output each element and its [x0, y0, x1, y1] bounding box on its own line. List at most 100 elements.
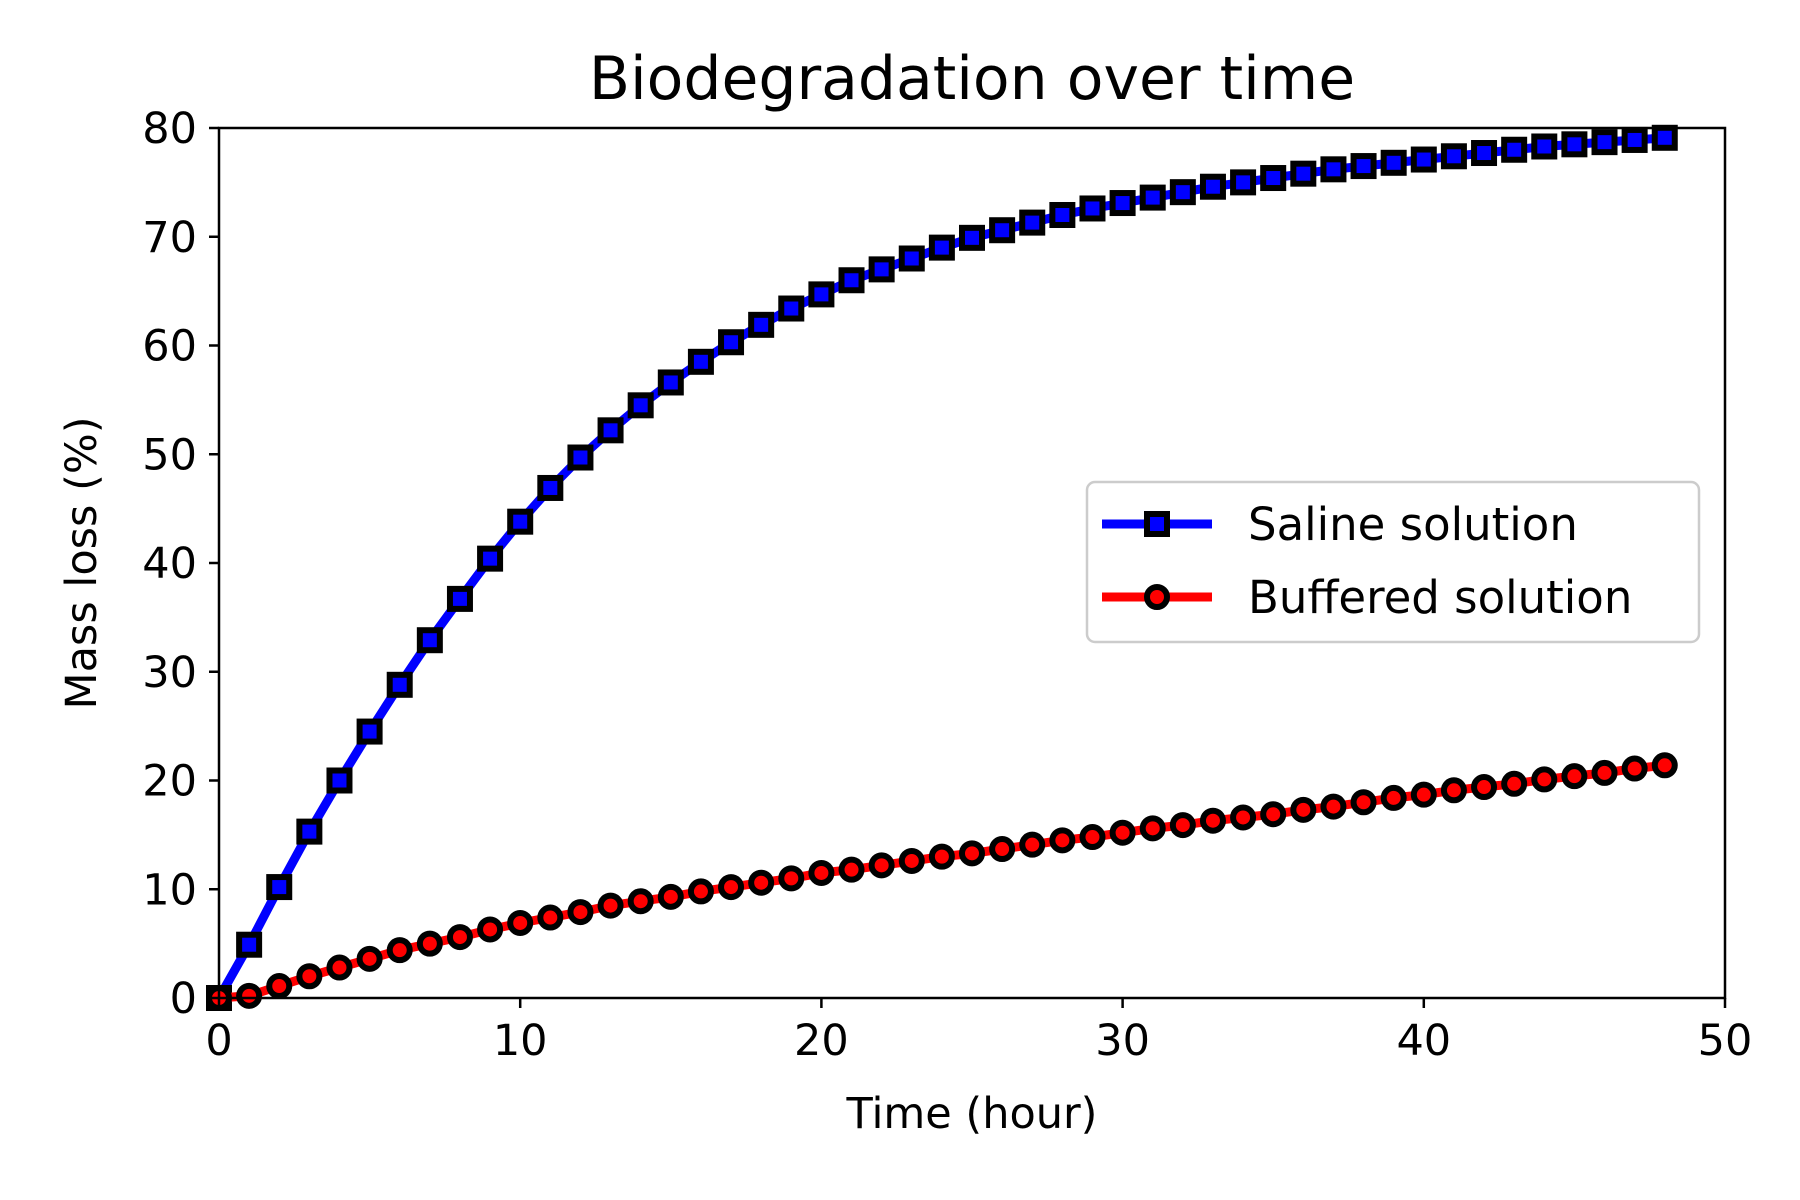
- y-tick-label: 30: [142, 648, 197, 698]
- data-point: [1199, 173, 1226, 200]
- data-point: [1410, 146, 1437, 173]
- data-point: [386, 671, 413, 698]
- data-point: [1591, 759, 1618, 786]
- data-point: [1501, 136, 1528, 163]
- data-point: [236, 982, 263, 1009]
- data-point: [507, 909, 534, 936]
- data-point: [959, 840, 985, 867]
- y-tick-label: 70: [142, 213, 197, 263]
- data-point: [1501, 770, 1528, 797]
- y-axis-ticks: 0 10 20 30 40 50 60 70 80: [142, 104, 219, 1024]
- data-point: [808, 281, 835, 308]
- data-point: [1561, 131, 1588, 158]
- legend-box: [1085, 480, 1701, 644]
- data-point: [1440, 777, 1467, 804]
- data-point: [446, 585, 473, 612]
- data-point: [1410, 781, 1437, 808]
- data-point: [898, 245, 925, 272]
- data-point: [236, 931, 263, 958]
- data-point: [597, 417, 624, 444]
- data-point: [416, 930, 443, 957]
- data-point: [1139, 184, 1166, 211]
- data-point: [1531, 766, 1558, 793]
- data-point: [1440, 143, 1467, 170]
- data-point: [1230, 804, 1257, 831]
- data-point: [748, 869, 775, 896]
- data-point: [687, 878, 714, 905]
- data-point: [627, 392, 654, 419]
- y-tick-label: 40: [142, 539, 197, 589]
- data-point: [1531, 133, 1558, 160]
- data-point: [356, 718, 383, 745]
- data-point: [477, 916, 504, 943]
- data-point: [1109, 190, 1136, 217]
- data-point: [386, 937, 413, 964]
- legend-label: Saline solution: [1248, 498, 1578, 551]
- data-point: [537, 904, 564, 931]
- x-tick-label: 30: [1095, 1016, 1150, 1066]
- x-tick-label: 20: [794, 1016, 849, 1066]
- data-point: [989, 217, 1016, 244]
- data-point: [898, 847, 925, 874]
- y-tick-label: 60: [142, 322, 197, 372]
- data-point: [1230, 169, 1257, 196]
- series-2: [206, 752, 1678, 1011]
- data-point: [989, 836, 1016, 863]
- data-point: [959, 224, 985, 251]
- chart-title: Biodegradation over time: [589, 44, 1355, 114]
- data-point: [266, 874, 293, 901]
- data-point: [1290, 160, 1317, 187]
- x-axis-ticks: 0 10 20 30 40 50: [205, 998, 1752, 1066]
- legend-label: Buffered solution: [1248, 571, 1632, 624]
- legend: Saline solution Buffered solution: [1085, 480, 1701, 644]
- data-point: [446, 924, 473, 951]
- data-point: [1561, 763, 1588, 790]
- data-point: [1591, 129, 1618, 156]
- data-point: [1350, 789, 1377, 816]
- data-point: [1049, 827, 1076, 854]
- data-point: [657, 369, 684, 396]
- y-tick-label: 50: [142, 430, 197, 480]
- series-layer: [206, 124, 1678, 1011]
- data-point: [266, 973, 293, 1000]
- data-point: [1199, 807, 1226, 834]
- data-point: [1049, 202, 1076, 228]
- data-point: [1350, 153, 1377, 180]
- legend-entry: Buffered solution: [1102, 571, 1632, 624]
- data-point: [838, 856, 865, 883]
- data-point: [627, 888, 654, 915]
- data-point: [928, 234, 955, 261]
- data-point: [1651, 124, 1678, 151]
- data-point: [1380, 784, 1407, 811]
- data-point: [868, 852, 895, 879]
- data-point: [416, 627, 443, 654]
- data-point: [868, 256, 895, 283]
- data-point: [1260, 801, 1287, 828]
- data-point: [1621, 755, 1648, 782]
- data-point: [748, 311, 775, 338]
- data-point: [1621, 126, 1648, 153]
- data-point: [1079, 824, 1106, 851]
- data-point: [657, 883, 684, 910]
- data-point: [687, 348, 714, 375]
- data-point: [1260, 165, 1287, 192]
- data-point: [1019, 209, 1046, 236]
- data-point: [1651, 752, 1678, 779]
- data-point: [567, 899, 594, 926]
- series-1: [206, 124, 1678, 1011]
- data-point: [1169, 179, 1196, 206]
- legend-entries: Saline solution Buffered solution: [1102, 498, 1632, 624]
- data-point: [1019, 831, 1046, 858]
- data-point: [1471, 774, 1498, 801]
- data-point: [1139, 815, 1166, 842]
- data-point: [778, 295, 805, 322]
- data-point: [326, 954, 353, 981]
- x-tick-label: 40: [1396, 1016, 1451, 1066]
- data-point: [1079, 195, 1106, 222]
- y-axis-label: Mass loss (%): [57, 416, 107, 709]
- data-point: [1169, 812, 1196, 839]
- data-point: [928, 843, 955, 870]
- data-point: [1320, 793, 1347, 820]
- legend-marker: [1144, 511, 1170, 537]
